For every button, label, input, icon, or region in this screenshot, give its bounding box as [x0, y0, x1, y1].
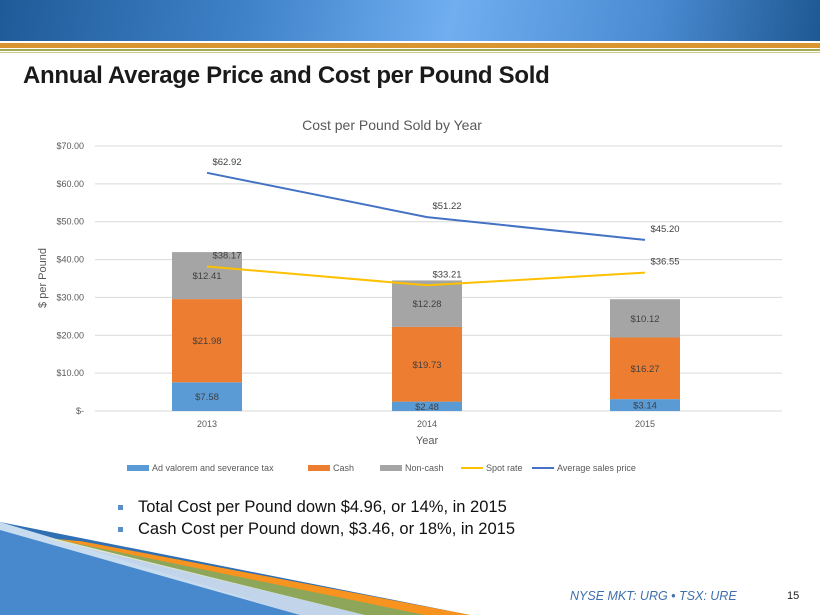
bar-segment-non-cash: [392, 280, 462, 327]
legend-label: Average sales price: [557, 463, 636, 473]
line-data-label: $45.20: [650, 224, 679, 235]
bar-segment-cash: [392, 326, 462, 402]
bar-data-label: $7.58: [195, 392, 219, 403]
bar-data-label: $3.14: [633, 401, 657, 412]
footer-ticker: NYSE MKT: URG • TSX: URE: [570, 589, 737, 603]
x-axis-label: Year: [416, 435, 439, 447]
bar-segment-ad-valorem-and-severance-tax: [172, 382, 242, 411]
bar-segment-non-cash: [610, 299, 680, 338]
bullet-item: Total Cost per Pound down $4.96, or 14%,…: [118, 496, 515, 518]
legend-label: Cash: [333, 463, 354, 473]
bar-data-label: $12.41: [192, 271, 221, 282]
slide-title: Annual Average Price and Cost per Pound …: [23, 62, 550, 89]
bullet-text: Total Cost per Pound down $4.96, or 14%,…: [138, 497, 507, 516]
bar-segment-non-cash: [172, 252, 242, 300]
legend-label: Non-cash: [405, 463, 444, 473]
header-stripe-light: [0, 52, 820, 53]
line-data-label: $62.92: [212, 157, 241, 168]
legend-label: Ad valorem and severance tax: [152, 463, 274, 473]
bullet-marker-icon: [118, 526, 123, 532]
legend-swatch: [380, 465, 402, 471]
bar-segment-cash: [610, 337, 680, 400]
y-tick-label: $60.00: [56, 179, 84, 189]
bar-data-label: $19.73: [412, 360, 441, 371]
header-stripe-olive: [0, 49, 820, 51]
y-tick-label: $30.00: [56, 292, 84, 302]
bullet-list: Total Cost per Pound down $4.96, or 14%,…: [118, 496, 515, 540]
chart-title: Cost per Pound Sold by Year: [302, 117, 482, 133]
legend-label: Spot rate: [486, 463, 523, 473]
legend-swatch: [308, 465, 330, 471]
bar-data-label: $12.28: [412, 299, 441, 310]
y-tick-label: $20.00: [56, 330, 84, 340]
line-spot-rate: [206, 265, 646, 287]
header-banner: [0, 0, 820, 41]
y-tick-label: $50.00: [56, 217, 84, 227]
bullet-item: Cash Cost per Pound down, $3.46, or 18%,…: [118, 518, 515, 540]
bar-data-label: $10.12: [630, 314, 659, 325]
bar-data-label: $16.27: [630, 364, 659, 375]
x-tick-label: 2013: [197, 419, 217, 429]
page-number: 15: [787, 590, 800, 602]
bar-segment-ad-valorem-and-severance-tax: [610, 399, 680, 411]
bar-data-label: $21.98: [192, 336, 221, 347]
bullet-marker-icon: [118, 504, 123, 510]
y-tick-label: $70.00: [56, 141, 84, 151]
bullet-text: Cash Cost per Pound down, $3.46, or 18%,…: [138, 519, 515, 538]
line-data-label: $36.55: [650, 257, 679, 268]
y-tick-label: $-: [76, 406, 84, 416]
x-tick-label: 2014: [417, 419, 437, 429]
bar-data-label: $2.48: [415, 402, 439, 413]
line-data-label: $33.21: [432, 269, 461, 280]
y-tick-label: $40.00: [56, 255, 84, 265]
bar-segment-ad-valorem-and-severance-tax: [392, 401, 462, 411]
legend-swatch: [127, 465, 149, 471]
line-data-label: $38.17: [212, 250, 241, 261]
y-axis-label: $ per Pound: [37, 248, 49, 308]
line-average-sales-price: [206, 171, 646, 241]
header-stripe-orange: [0, 43, 820, 48]
y-tick-label: $10.00: [56, 368, 84, 378]
line-data-label: $51.22: [432, 201, 461, 212]
bar-segment-cash: [172, 299, 242, 383]
x-tick-label: 2015: [635, 419, 655, 429]
cost-per-pound-chart: Cost per Pound Sold by Year Year $ per P…: [37, 117, 782, 473]
